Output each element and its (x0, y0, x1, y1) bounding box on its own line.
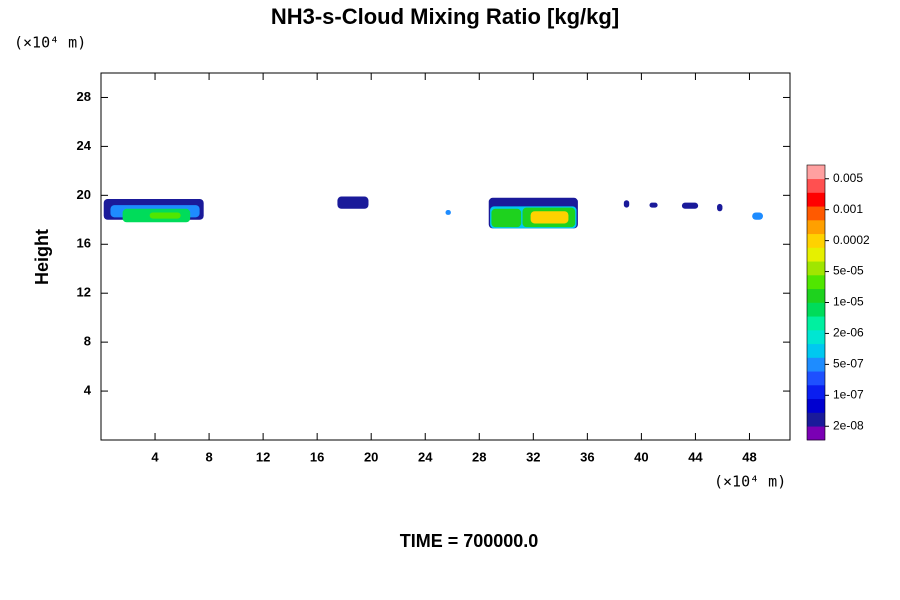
colorbar-swatch (807, 385, 825, 400)
cloud-patch (337, 196, 369, 209)
colorbar-label: 5e-07 (833, 357, 864, 371)
colorbar-label: 5e-05 (833, 264, 864, 278)
cloud-patch (445, 210, 451, 215)
x-tick-label: 24 (418, 449, 433, 464)
colorbar-swatch (807, 316, 825, 331)
colorbar-swatch (807, 206, 825, 221)
cloud-patch (717, 203, 723, 212)
footer: TIME = 700000.0 (400, 531, 539, 551)
cloud-patch (752, 212, 763, 220)
colorbar-swatch (807, 357, 825, 372)
colorbar-swatch (807, 371, 825, 386)
y-tick-label: 12 (77, 285, 91, 300)
y-axis-label: Height (32, 229, 52, 285)
colorbar-swatch (807, 398, 825, 413)
colorbar-swatch (807, 165, 825, 180)
colorbar-swatch (807, 275, 825, 290)
chart-title: NH3-s-Cloud Mixing Ratio [kg/kg] (271, 4, 619, 29)
colorbar-swatch (807, 426, 825, 441)
colorbar-label: 1e-05 (833, 295, 864, 309)
cloud-patch (649, 202, 658, 208)
colorbar-swatch (807, 330, 825, 345)
cloud-patch (149, 212, 181, 219)
cloud-patch (530, 211, 569, 224)
colorbar-swatch (807, 220, 825, 235)
x-tick-label: 36 (580, 449, 594, 464)
colorbar-label: 0.0002 (833, 233, 870, 247)
plot-frame (100, 72, 791, 441)
x-unit-label: (×10⁴ m) (714, 473, 786, 491)
colorbar-label: 2e-08 (833, 418, 864, 432)
colorbar-label: 2e-06 (833, 326, 864, 340)
cloud-patch (681, 202, 699, 209)
cloud-patch (491, 208, 522, 228)
colorbar-swatch (807, 343, 825, 358)
colorbar-swatch (807, 288, 825, 303)
colorbar-label: 0.005 (833, 171, 863, 185)
colorbar-swatch (807, 233, 825, 248)
y-tick-label: 8 (84, 334, 91, 349)
x-tick-label: 28 (472, 449, 486, 464)
x-tick-label: 48 (742, 449, 756, 464)
y-tick-label: 24 (77, 138, 92, 153)
x-tick-label: 8 (205, 449, 212, 464)
y-unit-label: (×10⁴ m) (14, 34, 86, 52)
x-tick-label: 40 (634, 449, 648, 464)
colorbar-swatch (807, 302, 825, 317)
colorbar-label: 1e-07 (833, 387, 864, 401)
x-tick-label: 20 (364, 449, 378, 464)
colorbar-swatch (807, 261, 825, 276)
x-tick-label: 32 (526, 449, 540, 464)
x-tick-label: 44 (688, 449, 703, 464)
x-tick-label: 16 (310, 449, 324, 464)
y-tick-label: 28 (77, 89, 91, 104)
colorbar-swatch (807, 192, 825, 207)
colorbar-swatch (807, 247, 825, 262)
y-tick-label: 20 (77, 187, 91, 202)
cloud-patch (623, 200, 630, 208)
x-tick-label: 12 (256, 449, 270, 464)
colorbar-swatch (807, 178, 825, 193)
y-tick-label: 4 (84, 383, 92, 398)
y-tick-label: 16 (77, 236, 91, 251)
colorbar-swatch (807, 412, 825, 427)
colorbar-label: 0.001 (833, 202, 863, 216)
x-tick-label: 4 (151, 449, 159, 464)
